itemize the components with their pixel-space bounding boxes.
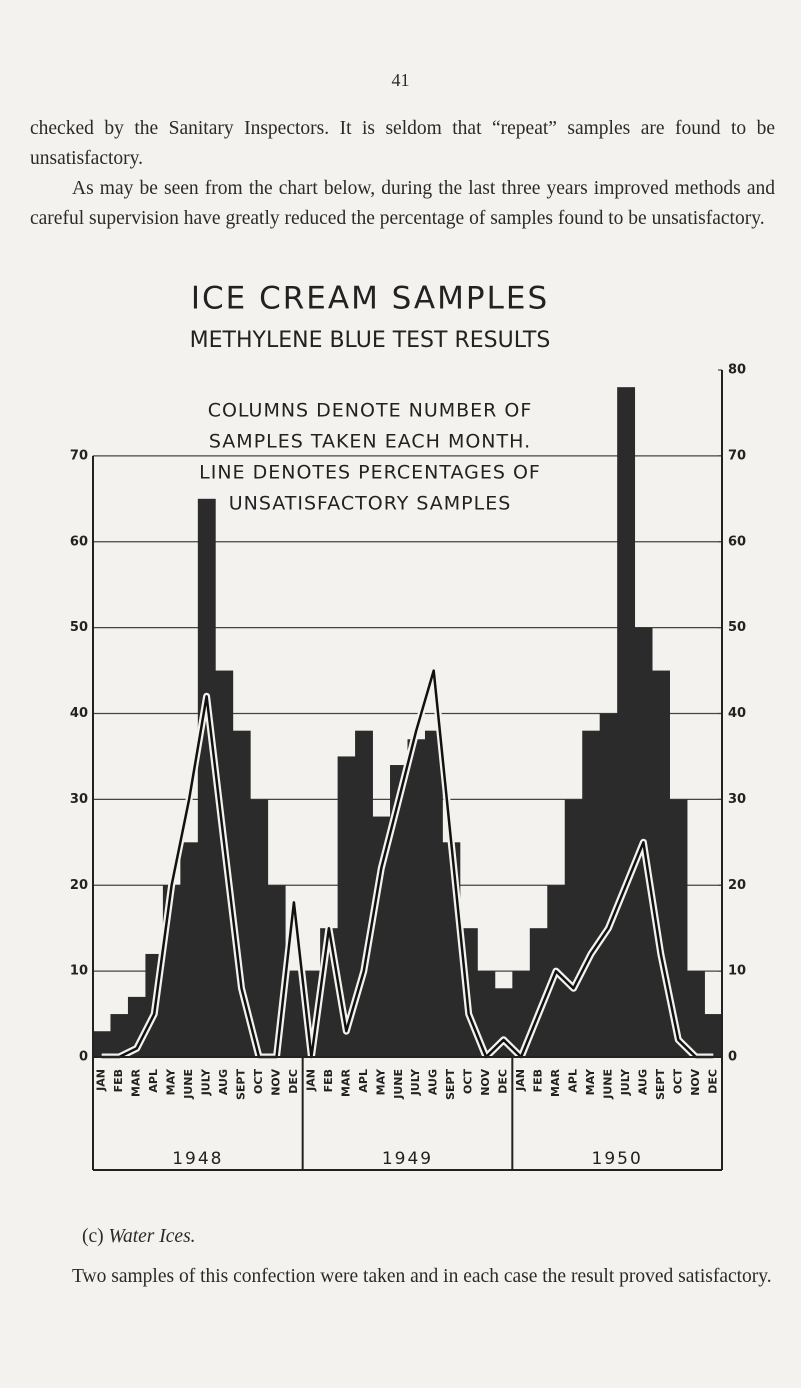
year-label: 1948 bbox=[172, 1149, 223, 1169]
bar bbox=[337, 756, 356, 1057]
bar bbox=[564, 799, 583, 1057]
x-tick-label: NOV bbox=[689, 1069, 702, 1096]
bar bbox=[477, 971, 496, 1057]
bar bbox=[93, 1031, 111, 1057]
bar bbox=[285, 971, 304, 1057]
paragraph: As may be seen from the chart below, dur… bbox=[30, 178, 775, 229]
x-tick-label: DEC bbox=[706, 1069, 719, 1094]
x-tick-label: APL bbox=[147, 1069, 160, 1093]
line bbox=[101, 669, 714, 1059]
x-tick-label: OCT bbox=[252, 1069, 265, 1094]
bar bbox=[180, 842, 199, 1057]
x-tick-label: FEB bbox=[322, 1069, 335, 1092]
bar bbox=[669, 799, 688, 1057]
bar bbox=[250, 799, 269, 1057]
y2-tick-label: 40 bbox=[728, 706, 746, 721]
section-heading: (c) Water Ices. bbox=[82, 1226, 196, 1248]
plot-area: 0 10 20 30 40 50 60 70 0 10 20 30 40 50 60 70 80 COLUMNS … bbox=[70, 363, 746, 1171]
x-tick-label: MAR bbox=[130, 1068, 143, 1096]
year-label: 1950 bbox=[592, 1149, 643, 1169]
bar bbox=[390, 765, 408, 1057]
y2-tick-label: 70 bbox=[728, 448, 746, 463]
paragraph: checked by the Sanitary Inspectors. It i… bbox=[30, 118, 775, 169]
x-tick-label: MAY bbox=[374, 1068, 387, 1095]
annotation: LINE DENOTES PERCENTAGES OF bbox=[199, 462, 541, 484]
x-tick-label: SEPT bbox=[444, 1069, 457, 1100]
y2-tick-label: 80 bbox=[728, 363, 746, 378]
paragraph: Two samples of this confection were take… bbox=[72, 1266, 772, 1287]
y-tick-label: 40 bbox=[70, 706, 88, 721]
y-tick-label: 60 bbox=[70, 534, 88, 549]
x-tick-label: MAR bbox=[549, 1068, 562, 1096]
section-label: (c) bbox=[82, 1226, 104, 1247]
bar bbox=[582, 730, 601, 1057]
bar bbox=[512, 971, 531, 1057]
y2-tick-label: 60 bbox=[728, 534, 746, 549]
x-tick-label: JULY bbox=[409, 1068, 422, 1096]
x-tick-label: AUG bbox=[427, 1069, 440, 1095]
y-tick-label: 0 bbox=[79, 1050, 88, 1065]
x-tick-label: JULY bbox=[200, 1068, 213, 1096]
x-tick-label: APL bbox=[357, 1069, 370, 1093]
x-tick-label: FEB bbox=[532, 1069, 545, 1092]
bar bbox=[110, 1014, 129, 1057]
x-tick-label: APL bbox=[567, 1069, 580, 1093]
x-tick-label: OCT bbox=[671, 1069, 684, 1094]
bar bbox=[599, 713, 618, 1057]
x-tick-label: SEPT bbox=[235, 1069, 248, 1100]
x-tick-label: SEPT bbox=[654, 1069, 667, 1100]
bar bbox=[704, 1014, 723, 1057]
page-number: 41 bbox=[391, 70, 410, 90]
y-tick-label: 30 bbox=[70, 792, 88, 807]
x-tick-label: JUNE bbox=[392, 1069, 405, 1100]
annotation: UNSATISFACTORY SAMPLES bbox=[229, 493, 512, 515]
chart-subtitle: METHYLENE BLUE TEST RESULTS bbox=[190, 328, 551, 353]
x-tick-label: JAN bbox=[514, 1069, 527, 1092]
x-tick-label: AUG bbox=[636, 1069, 649, 1095]
y-tick-label: 20 bbox=[70, 878, 88, 893]
x-tick-label: DEC bbox=[287, 1069, 300, 1094]
x-tick-label: OCT bbox=[462, 1069, 475, 1094]
y-tick-label: 70 bbox=[70, 448, 88, 463]
x-tick-label: MAY bbox=[165, 1068, 178, 1095]
y2-tick-label: 0 bbox=[728, 1050, 737, 1065]
section-title: Water Ices. bbox=[108, 1226, 196, 1247]
x-tick-label: JAN bbox=[304, 1069, 317, 1092]
y2-tick-label: 10 bbox=[728, 964, 746, 979]
x-tick-label: MAR bbox=[339, 1068, 352, 1096]
bar bbox=[407, 739, 426, 1057]
year-label: 1949 bbox=[382, 1149, 433, 1169]
annotation: SAMPLES TAKEN EACH MONTH. bbox=[209, 431, 531, 453]
x-tick-label: DEC bbox=[497, 1069, 510, 1094]
annotation: COLUMNS DENOTE NUMBER OF bbox=[208, 400, 533, 422]
y2-tick-label: 30 bbox=[728, 792, 746, 807]
bar bbox=[617, 387, 636, 1057]
y-tick-label: 50 bbox=[70, 620, 88, 635]
bar bbox=[687, 971, 705, 1057]
x-tick-label: JAN bbox=[95, 1069, 108, 1092]
chart-title: ICE CREAM SAMPLES bbox=[191, 281, 549, 317]
x-tick-label: FEB bbox=[112, 1069, 125, 1092]
x-tick-label: NOV bbox=[270, 1069, 283, 1096]
x-tick-label: JUNE bbox=[601, 1069, 614, 1100]
bar bbox=[424, 730, 443, 1057]
y2-tick-label: 20 bbox=[728, 878, 746, 893]
y2-tick-label: 50 bbox=[728, 620, 746, 635]
x-tick-label: JUNE bbox=[182, 1069, 195, 1100]
x-tick-label: JULY bbox=[619, 1068, 632, 1096]
x-tick-label: AUG bbox=[217, 1069, 230, 1095]
bar bbox=[197, 498, 216, 1057]
y-tick-label: 10 bbox=[70, 964, 88, 979]
bar bbox=[355, 730, 373, 1057]
x-tick-label: MAY bbox=[584, 1068, 597, 1095]
x-tick-label: NOV bbox=[479, 1069, 492, 1096]
